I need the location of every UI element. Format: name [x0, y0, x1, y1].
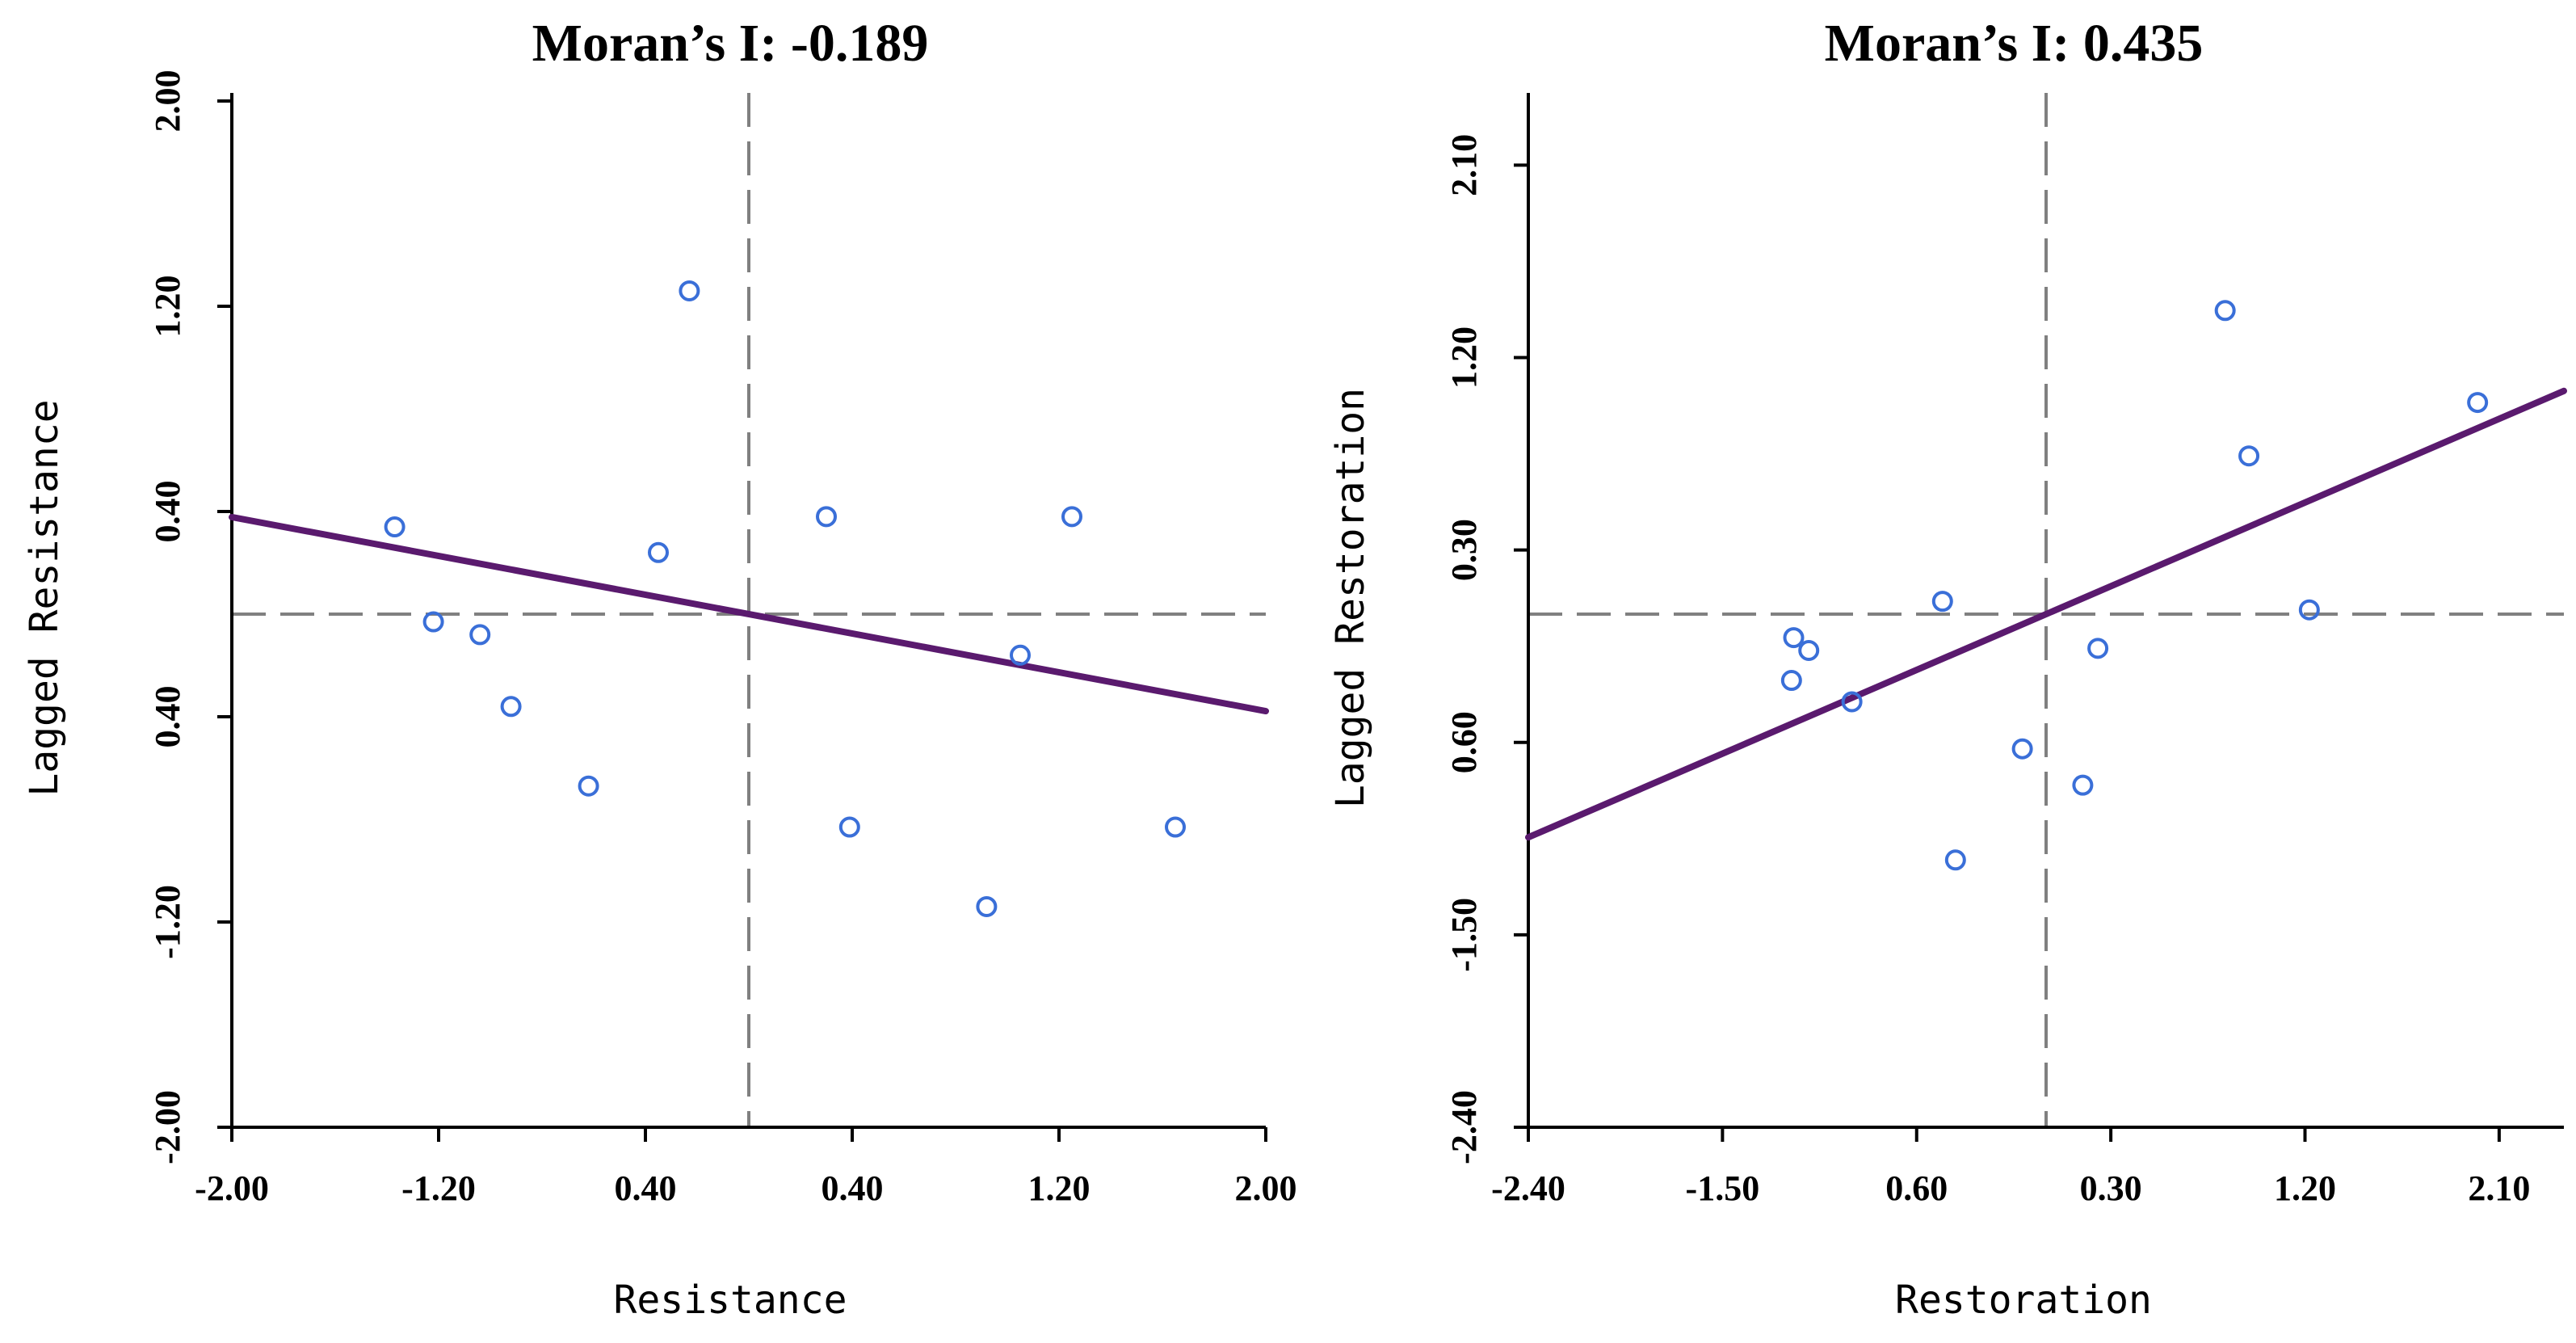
- x-tick-label: 1.20: [1028, 1168, 1090, 1208]
- data-point: [1010, 644, 1031, 666]
- resistance-scatter-panel: Moran’s I: -0.189 -2.00 -1.20 0.40 0.40 1.20 2…: [22, 14, 1297, 1323]
- x-tick-label: 0.40: [822, 1168, 884, 1208]
- x-tick-label: -1.20: [401, 1168, 476, 1208]
- restoration-scatter-panel: Moran’s I: 0.435 -2.40 -1.50 0.60 0.30 1.20 2.…: [1328, 14, 2567, 1323]
- chart-title: Moran’s I: 0.435: [1825, 14, 2204, 73]
- y-tick-label: -1.50: [1444, 898, 1484, 972]
- x-tick-label: 0.40: [615, 1168, 677, 1208]
- data-point: [1165, 816, 1186, 838]
- data-point: [1944, 849, 1966, 871]
- x-tick-label: 2.10: [2468, 1168, 2530, 1208]
- data-point: [1841, 691, 1863, 713]
- x-tick-label: 1.20: [2274, 1168, 2336, 1208]
- data-point: [1931, 591, 1953, 613]
- x-tick-label: -2.40: [1491, 1168, 1565, 1208]
- x-tick-label: -2.00: [195, 1168, 269, 1208]
- data-point: [2011, 738, 2033, 760]
- data-point: [469, 624, 491, 646]
- chart-title: Moran’s I: -0.189: [532, 14, 929, 73]
- y-tick-label: 0.40: [148, 481, 187, 543]
- data-point: [976, 895, 998, 917]
- y-axis-label: Lagged Restoration: [1328, 388, 1373, 808]
- x-tick-label: 2.00: [1235, 1168, 1297, 1208]
- regression-line: [229, 513, 1269, 715]
- data-point: [422, 611, 444, 633]
- y-tick-label: 2.00: [148, 70, 187, 133]
- y-tick-label: -1.20: [148, 885, 187, 959]
- y-tick-label: 0.60: [1444, 711, 1484, 773]
- y-tick-label: 0.30: [1444, 519, 1484, 581]
- data-point: [2072, 774, 2094, 796]
- data-point: [838, 816, 860, 838]
- data-point: [2298, 599, 2320, 621]
- x-axis-label: Resistance: [614, 1278, 847, 1323]
- data-point: [1798, 639, 1820, 661]
- data-point: [384, 516, 406, 538]
- data-point: [1783, 627, 1805, 649]
- data-point: [2467, 392, 2489, 414]
- data-point: [2214, 300, 2236, 322]
- x-tick-label: 0.30: [2080, 1168, 2142, 1208]
- data-point: [2087, 638, 2109, 659]
- y-tick-label: -2.00: [148, 1090, 187, 1164]
- y-tick-label: 1.20: [148, 276, 187, 338]
- data-point: [1061, 506, 1082, 528]
- data-point: [500, 696, 522, 718]
- x-tick-label: -1.50: [1686, 1168, 1760, 1208]
- data-point: [679, 280, 700, 301]
- y-tick-label: -2.40: [1444, 1090, 1484, 1164]
- y-tick-label: 2.10: [1444, 134, 1484, 196]
- y-tick-label: 0.40: [148, 686, 187, 748]
- data-point: [2238, 445, 2260, 467]
- x-tick-label: 0.60: [1885, 1168, 1948, 1208]
- data-point: [1780, 670, 1802, 692]
- y-axis-label: Lagged Resistance: [22, 399, 67, 796]
- data-point: [816, 506, 837, 528]
- regression-line: [1525, 387, 2567, 841]
- x-axis-label: Restoration: [1895, 1278, 2152, 1323]
- data-point: [578, 775, 599, 797]
- data-point: [648, 541, 669, 563]
- y-tick-label: 1.20: [1444, 326, 1484, 389]
